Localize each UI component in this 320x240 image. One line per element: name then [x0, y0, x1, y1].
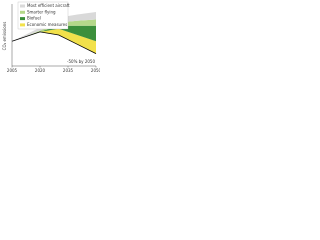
y-axis-label: CO₂ emissions: [2, 22, 7, 51]
area-band: [12, 28, 96, 54]
legend-swatch: [20, 10, 25, 14]
legend-swatch: [20, 23, 25, 27]
annotation: -50% by 2050: [67, 59, 95, 64]
legend-swatch: [20, 4, 25, 8]
x-tick-label: 2035: [63, 68, 74, 73]
area-band: [12, 19, 96, 42]
legend-box: [17, 1, 69, 30]
x-tick-label: 2005: [7, 68, 18, 73]
legend-label: Biofuel: [27, 16, 41, 21]
legend-label: Most efficient aircraft: [27, 3, 70, 8]
area-band: [12, 12, 96, 42]
x-tick-label: 2050: [91, 68, 100, 73]
net-emissions-line: [11, 31, 97, 54]
area-band: [12, 25, 96, 42]
chart: CO₂ emissions 2005 2020 2035 2050 -50% by 20…: [2, 1, 100, 73]
x-tick-label: 2020: [35, 68, 46, 73]
legend-label: Smarter flying: [27, 9, 56, 14]
legend-swatch: [20, 17, 25, 21]
legend-label: Economic measures: [27, 22, 67, 27]
